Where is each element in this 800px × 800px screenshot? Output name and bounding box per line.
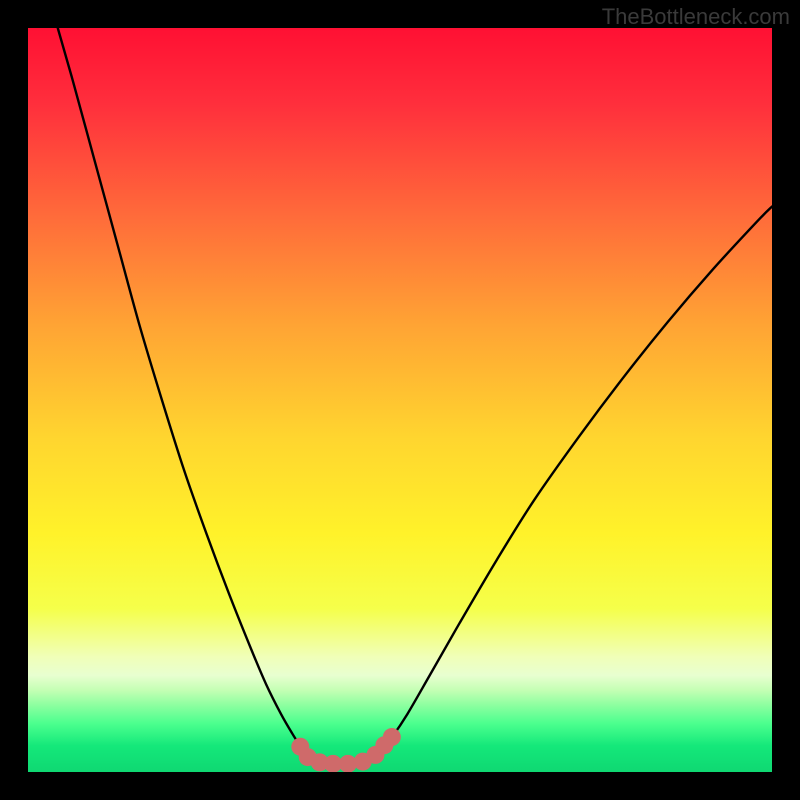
bottleneck-curve-chart <box>0 0 800 800</box>
trough-marker <box>383 728 401 746</box>
watermark-text: TheBottleneck.com <box>602 4 790 30</box>
chart-container: TheBottleneck.com <box>0 0 800 800</box>
plot-background <box>28 28 772 772</box>
